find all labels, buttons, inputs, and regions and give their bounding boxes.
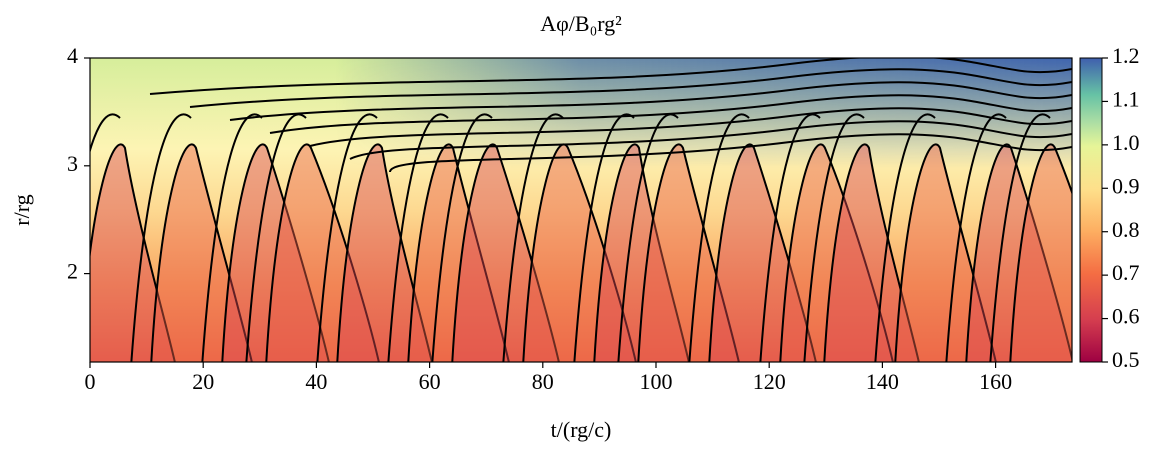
contour-line: [189, 68, 1072, 108]
contour-lobe: [451, 143, 560, 362]
colorbar-tick-label: 0.6: [1112, 304, 1140, 329]
contour-lobe: [708, 143, 817, 362]
contour-line: [389, 133, 1072, 173]
plot-frame: [89, 57, 1073, 363]
contour-line: [269, 94, 1072, 134]
colorbar-tick-label: 0.8: [1112, 217, 1140, 242]
colorbar-tick-label: 1.2: [1112, 43, 1140, 68]
x-tick-label: 160: [979, 369, 1012, 394]
contour-lobe: [90, 143, 176, 362]
contour-line: [309, 107, 1072, 147]
colorbar-tick-label: 1.1: [1112, 86, 1140, 111]
x-tick-label: 100: [639, 369, 672, 394]
colorbar-tick-label: 0.5: [1112, 347, 1140, 372]
contour-lobe: [823, 143, 920, 362]
contour-lobe: [336, 143, 433, 362]
contour-line: [502, 113, 564, 362]
x-tick-label: 140: [866, 369, 899, 394]
y-tick-label: 2: [67, 259, 78, 284]
chart-title: Aφ/B₀rg²: [540, 11, 622, 36]
contour-line: [431, 113, 493, 362]
contour-lobe: [265, 143, 380, 362]
contour-lobe: [593, 143, 690, 362]
colorbar: [1079, 57, 1103, 363]
y-tick-label: 3: [67, 151, 78, 176]
contour-line: [149, 58, 1072, 95]
contour-line: [688, 113, 750, 362]
contour-line: [874, 113, 936, 362]
contour-line: [349, 120, 1072, 160]
x-axis-label: t/(rg/c): [551, 417, 612, 442]
contour-line: [803, 113, 865, 362]
x-tick-label: 120: [753, 369, 786, 394]
contour-line: [387, 113, 449, 362]
x-tick-label: 80: [532, 369, 554, 394]
y-axis-label: r/rg: [9, 194, 34, 225]
contour-line: [316, 113, 378, 362]
contour-line: [245, 113, 307, 362]
colorbar-tick-label: 1.0: [1112, 130, 1140, 155]
heatmap-field: [90, 58, 1072, 362]
contour-line: [229, 81, 1072, 121]
contour-lobe: [522, 143, 637, 362]
x-tick-label: 60: [419, 369, 441, 394]
contour-line: [130, 113, 192, 362]
contour-line: [759, 113, 821, 362]
contour-line: [201, 113, 263, 362]
contour-line: [90, 113, 121, 154]
contour-line: [989, 113, 1051, 362]
y-tick-label: 4: [67, 43, 78, 68]
colorbar-tick-label: 0.9: [1112, 173, 1140, 198]
x-tick-label: 0: [85, 369, 96, 394]
colorbar-tick-label: 0.7: [1112, 260, 1140, 285]
contour-line: [945, 113, 1007, 362]
x-tick-label: 20: [192, 369, 214, 394]
x-tick-label: 40: [305, 369, 327, 394]
contour-lobe: [1009, 143, 1072, 362]
